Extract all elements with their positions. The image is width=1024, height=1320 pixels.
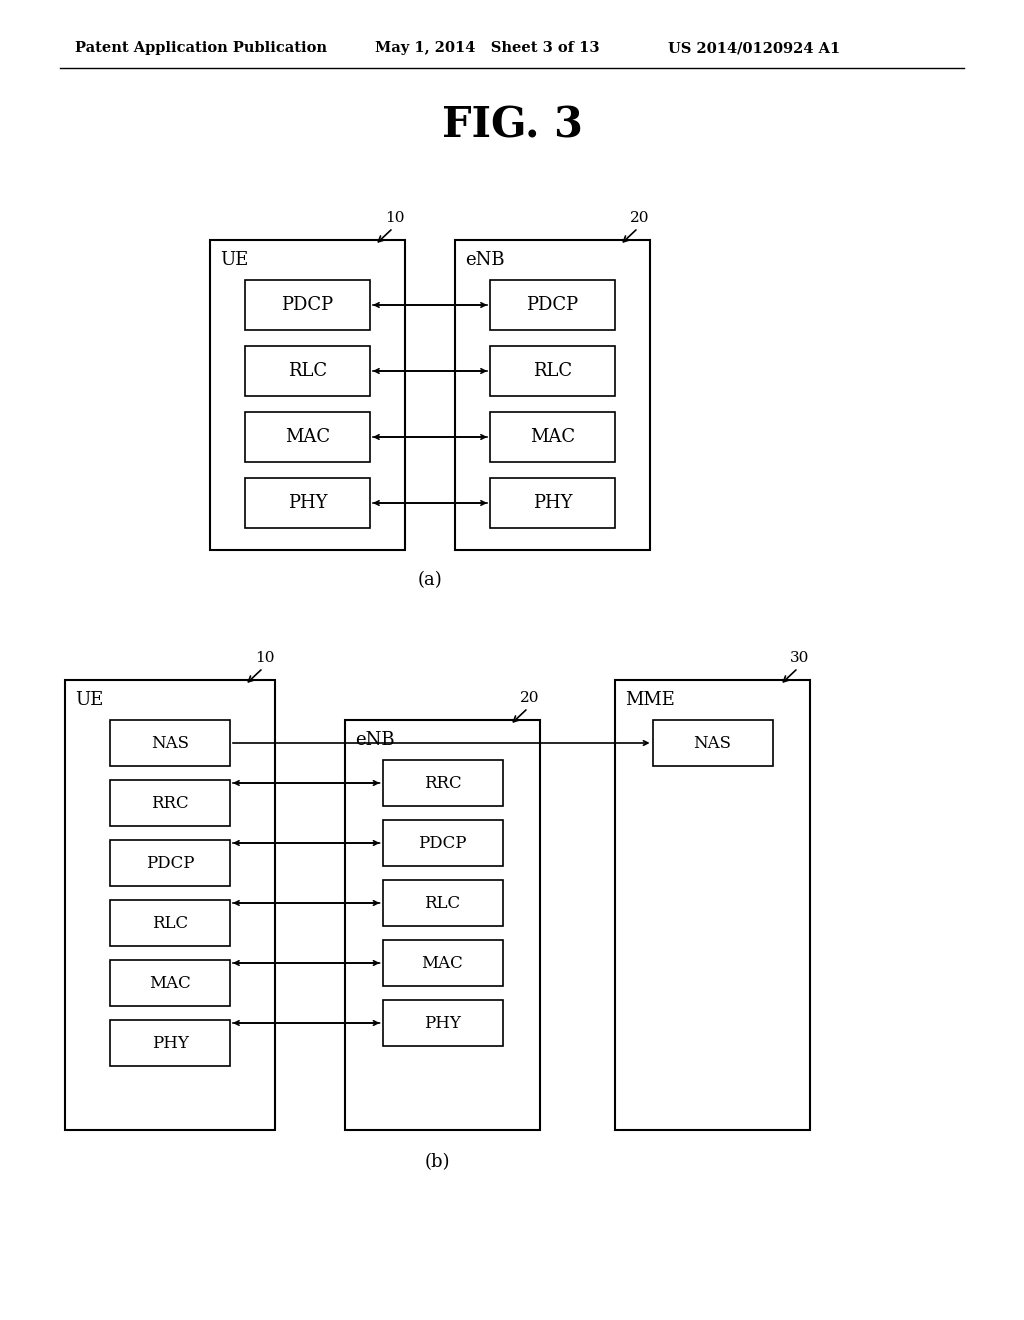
Bar	[383, 1001, 503, 1045]
Bar	[110, 780, 230, 826]
Text: (a): (a)	[418, 572, 442, 589]
Bar	[490, 346, 615, 396]
Bar	[110, 960, 230, 1006]
Bar	[245, 478, 370, 528]
Bar	[110, 719, 230, 766]
Bar	[245, 412, 370, 462]
Text: (b): (b)	[425, 1152, 451, 1171]
Bar	[615, 680, 810, 1130]
Text: PHY: PHY	[532, 494, 572, 512]
Bar	[245, 280, 370, 330]
Text: MAC: MAC	[530, 428, 575, 446]
Text: MAC: MAC	[285, 428, 330, 446]
Text: PDCP: PDCP	[145, 854, 195, 871]
Bar	[110, 1020, 230, 1067]
Text: PHY: PHY	[288, 494, 328, 512]
Text: May 1, 2014   Sheet 3 of 13: May 1, 2014 Sheet 3 of 13	[375, 41, 599, 55]
Bar	[383, 820, 503, 866]
Text: PDCP: PDCP	[418, 834, 467, 851]
Text: UE: UE	[220, 251, 249, 269]
Text: RLC: RLC	[424, 895, 461, 912]
Text: 20: 20	[520, 690, 540, 705]
Text: MAC: MAC	[150, 974, 190, 991]
Text: RRC: RRC	[152, 795, 188, 812]
Bar	[490, 478, 615, 528]
Bar	[652, 719, 772, 766]
Text: 20: 20	[630, 211, 650, 224]
Bar	[455, 240, 650, 550]
Text: RLC: RLC	[152, 915, 188, 932]
Text: 10: 10	[385, 211, 404, 224]
Text: 30: 30	[791, 651, 810, 665]
Text: RLC: RLC	[532, 362, 572, 380]
Text: UE: UE	[75, 690, 103, 709]
Bar	[383, 940, 503, 986]
Text: MME: MME	[625, 690, 675, 709]
Bar	[490, 412, 615, 462]
Text: PDCP: PDCP	[526, 296, 579, 314]
Bar	[65, 680, 275, 1130]
Text: eNB: eNB	[465, 251, 505, 269]
Bar	[110, 840, 230, 886]
Bar	[383, 760, 503, 807]
Bar	[383, 880, 503, 927]
Text: PDCP: PDCP	[282, 296, 334, 314]
Text: FIG. 3: FIG. 3	[441, 104, 583, 147]
Text: RRC: RRC	[424, 775, 462, 792]
Text: NAS: NAS	[693, 734, 731, 751]
Text: NAS: NAS	[151, 734, 189, 751]
Text: 10: 10	[255, 651, 274, 665]
Text: eNB: eNB	[355, 731, 394, 748]
Bar	[110, 900, 230, 946]
Text: US 2014/0120924 A1: US 2014/0120924 A1	[668, 41, 841, 55]
Bar	[245, 346, 370, 396]
Bar	[345, 719, 540, 1130]
Bar	[490, 280, 615, 330]
Text: PHY: PHY	[152, 1035, 188, 1052]
Text: Patent Application Publication: Patent Application Publication	[75, 41, 327, 55]
Text: MAC: MAC	[422, 954, 464, 972]
Text: RLC: RLC	[288, 362, 327, 380]
Text: PHY: PHY	[424, 1015, 461, 1031]
Bar	[210, 240, 406, 550]
